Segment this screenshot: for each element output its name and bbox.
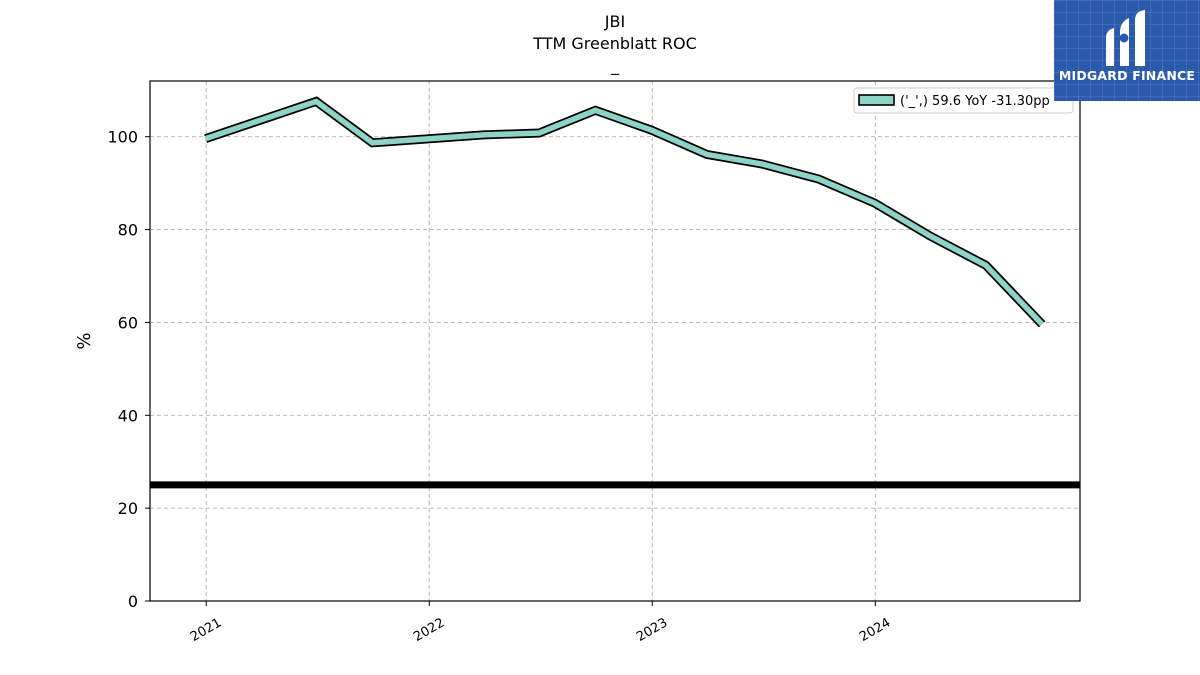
- series-line: [204, 98, 1045, 327]
- y-axis-label: %: [74, 332, 95, 349]
- y-tick-label: 60: [118, 313, 138, 332]
- series-line-outline: [204, 96, 1046, 328]
- brand-logo: MIDGARD FINANCE: [1054, 0, 1200, 101]
- x-tick-label: 2022: [411, 615, 447, 645]
- grid-lines: [150, 81, 1080, 601]
- y-tick-label: 100: [107, 128, 138, 147]
- y-tick-label: 40: [118, 406, 138, 425]
- legend-entry-label: ('_',) 59.6 YoY -31.30pp: [900, 94, 1050, 109]
- x-axis: 2021 2022 2023 2024: [188, 601, 893, 645]
- y-tick-label: 0: [128, 592, 138, 611]
- y-tick-label: 20: [118, 499, 138, 518]
- y-axis: 0 20 40 60 80 100: [107, 128, 150, 611]
- y-tick-label: 80: [118, 221, 138, 240]
- series-group: [204, 96, 1046, 328]
- x-tick-label: 2021: [188, 615, 224, 645]
- chart-title-line: JBI: [604, 12, 625, 31]
- logo-mark-icon: [1106, 10, 1145, 66]
- x-tick-label: 2023: [634, 615, 670, 645]
- brand-name: MIDGARD FINANCE: [1058, 68, 1196, 83]
- plot-frame: [149, 80, 1081, 602]
- x-tick-label: 2024: [857, 615, 893, 645]
- chart-title-line: _: [610, 56, 620, 76]
- chart-title: JBI TTM Greenblatt ROC _: [532, 12, 697, 76]
- legend-swatch: [858, 94, 895, 106]
- legend: ('_',) 59.6 YoY -31.30pp: [853, 87, 1074, 114]
- chart-title-line: TTM Greenblatt ROC: [532, 34, 697, 53]
